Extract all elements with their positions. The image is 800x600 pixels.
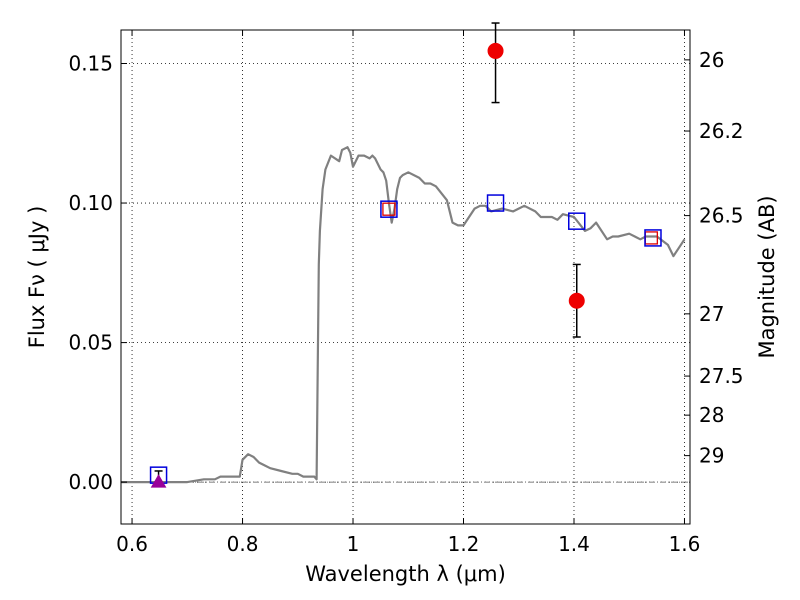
observed-photometry-point (382, 202, 396, 216)
x-tick-label: 0.6 (116, 532, 148, 556)
upper-limit-marker (150, 474, 167, 488)
magnitude-tick-label: 26 (699, 48, 724, 72)
grid-lines (121, 30, 690, 524)
x-tick-label: 1.2 (448, 532, 480, 556)
detection-point (487, 42, 504, 59)
magnitude-tick-label: 27.5 (699, 364, 744, 388)
detection-point (568, 292, 585, 309)
y-tick-label: 0.00 (68, 470, 113, 494)
magnitude-axis-ticks: 26 26.2 26.5 27 27.5 28 29 (684, 48, 744, 468)
magnitude-tick-label: 28 (699, 403, 724, 427)
x-tick-label: 1.4 (558, 532, 590, 556)
y-axis-label: Flux Fν ( μJy ) (25, 206, 49, 349)
y-axis-ticks: 0.00 0.05 0.10 0.15 (68, 51, 127, 494)
plot-frame (120, 29, 691, 525)
magnitude-tick-label: 27 (699, 302, 724, 326)
x-tick-label: 1 (347, 532, 360, 556)
model-photometry-point (486, 194, 505, 212)
y-tick-label: 0.15 (68, 51, 113, 75)
x-axis-ticks: 0.6 0.8 1 1.2 1.4 1.6 (116, 30, 700, 556)
model-photometry-point (644, 229, 662, 247)
magnitude-tick-label: 29 (699, 444, 724, 468)
model-photometry-point (380, 200, 398, 218)
model-photometry-point (568, 212, 586, 230)
model-spectrum-series (121, 146, 686, 484)
x-axis-label: Wavelength λ (μm) (305, 562, 506, 586)
x-tick-label: 1.6 (669, 532, 701, 556)
y-tick-label: 0.05 (68, 331, 113, 355)
magnitude-tick-label: 26.2 (699, 119, 744, 143)
data-markers (149, 42, 662, 488)
magnitude-tick-label: 26.5 (699, 204, 744, 228)
x-tick-label: 0.8 (227, 532, 259, 556)
y-tick-label: 0.10 (68, 191, 113, 215)
model-spectrum-line (121, 146, 686, 484)
magnitude-axis-label: Magnitude (AB) (755, 195, 779, 358)
